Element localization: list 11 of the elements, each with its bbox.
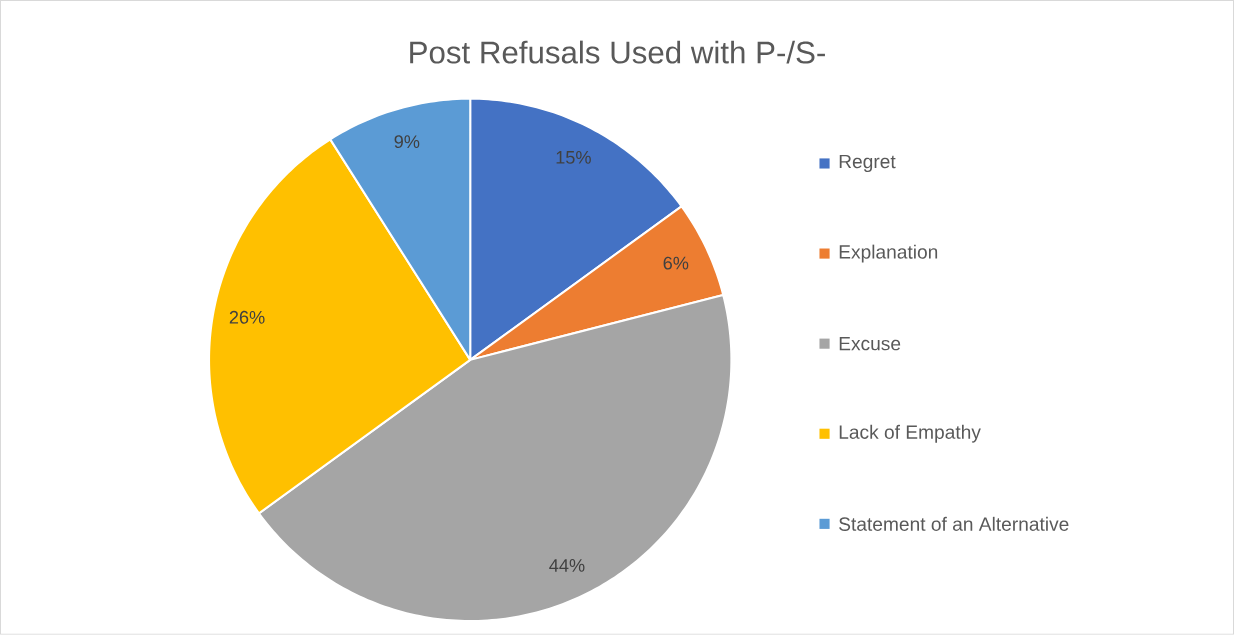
data-label: 26%: [229, 310, 265, 324]
data-label: 44%: [549, 559, 585, 572]
legend-label: Explanation: [839, 244, 938, 263]
data-label: 6%: [663, 256, 689, 270]
legend-label: Statement of an Alternative: [839, 516, 1069, 532]
data-label: 9%: [394, 135, 420, 149]
chart-title: Post Refusals Used with P-/S-: [410, 40, 825, 64]
legend-label: Regret: [839, 155, 896, 173]
legend-label: Lack of Empathy: [839, 424, 981, 443]
data-label: 15%: [556, 151, 591, 164]
legend-label: Excuse: [839, 337, 901, 351]
